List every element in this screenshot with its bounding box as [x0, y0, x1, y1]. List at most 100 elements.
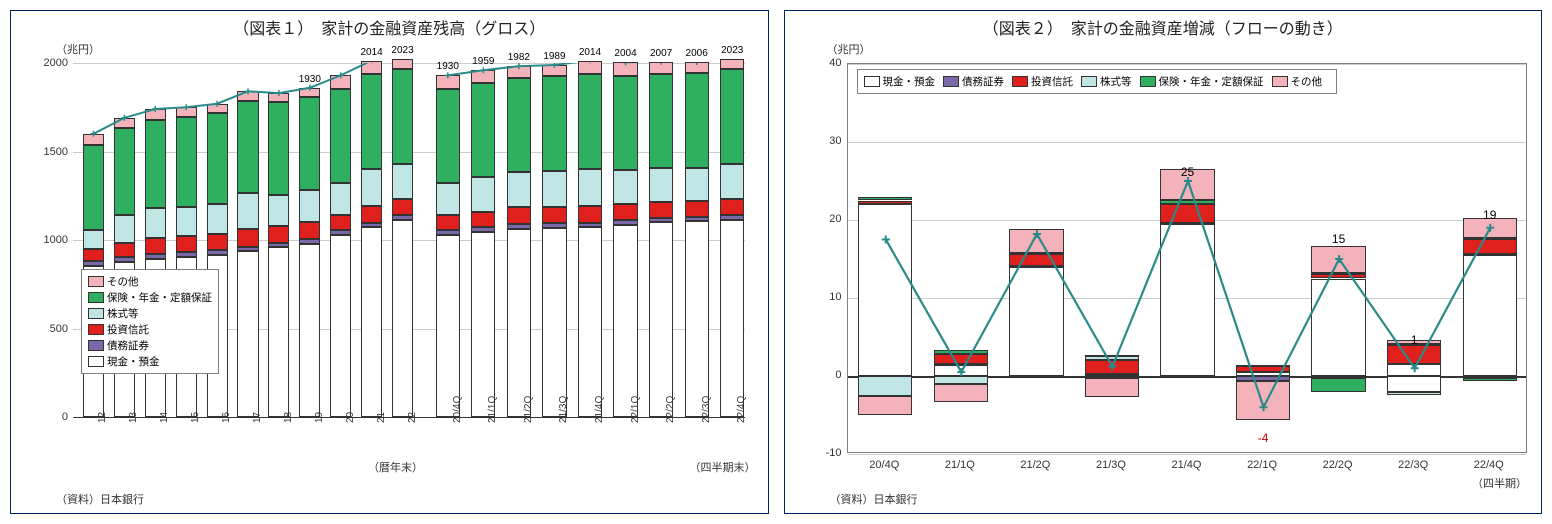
chart2-xtick: 22/1Q	[1247, 459, 1277, 471]
chart1-bar-seg-cash	[649, 222, 673, 417]
chart2-data-label: 19	[1483, 208, 1496, 222]
chart2-legend-item: 現金・預金	[864, 74, 936, 89]
chart1-xtick: 22/4Q	[736, 396, 747, 423]
chart1-bar	[361, 61, 382, 417]
chart1-bar	[542, 65, 566, 417]
chart1-bar	[330, 75, 351, 417]
legend-label: 債務証券	[962, 74, 1004, 89]
chart2-source: （資料）日本銀行	[830, 491, 918, 507]
chart2-bar-seg-insurance	[1463, 378, 1517, 382]
chart2-bar-seg-trust	[1387, 345, 1441, 365]
chart1-bar-seg-stock	[542, 171, 566, 207]
chart1-bar-seg-trust	[83, 249, 104, 261]
chart2-legend-item: 株式等	[1081, 74, 1132, 89]
chart2-bar-seg-cash	[1463, 255, 1517, 376]
chart1-bar-seg-stock	[578, 169, 602, 206]
chart1-bar-seg-cash	[330, 235, 351, 417]
chart1-container: （図表１） 家計の金融資産残高（グロス）（兆円）1930201420231930…	[10, 10, 769, 514]
chart1-bar-seg-cash	[237, 251, 258, 417]
chart1-bar-seg-stock	[361, 169, 382, 206]
chart1-bar-seg-other	[613, 62, 637, 75]
chart1-bar-seg-trust	[578, 206, 602, 223]
chart2-ytick: 30	[802, 135, 842, 147]
chart1-legend-item: 現金・預金	[88, 354, 212, 369]
chart1-bar-seg-cash	[471, 232, 495, 417]
chart1-bar-seg-insurance	[392, 69, 413, 164]
chart2-xtick: 22/4Q	[1474, 459, 1504, 471]
chart1-bar-seg-cash	[685, 221, 709, 417]
legend-swatch	[864, 76, 880, 87]
chart1-bar-seg-trust	[542, 207, 566, 223]
chart2-bar-seg-debt	[1463, 254, 1517, 256]
chart1-total-label: 1930	[437, 61, 459, 72]
chart2-container: （図表２） 家計の金融資産増減（フローの動き）（兆円）25-415119-100…	[784, 10, 1543, 514]
chart1-xtick: 14	[159, 412, 170, 423]
chart1-bar-seg-insurance	[145, 120, 166, 209]
chart1-legend-item: その他	[88, 274, 212, 289]
chart1-bar-seg-trust	[720, 199, 744, 215]
chart1-bar-seg-other	[578, 61, 602, 74]
chart2-ytick: 10	[802, 291, 842, 303]
chart2-bar-seg-other	[1085, 378, 1139, 398]
chart2-gridline	[848, 454, 1526, 455]
chart1-bar-seg-cash	[392, 220, 413, 417]
chart1-xtick: 21/1Q	[487, 396, 498, 423]
chart2-bar-seg-cash	[1387, 364, 1441, 376]
chart2-bar-seg-debt	[1160, 223, 1214, 225]
chart1-total-label: 1982	[508, 52, 530, 63]
chart1-bar	[649, 62, 673, 417]
chart1-bar-seg-trust	[114, 243, 135, 257]
chart1-bar-seg-other	[471, 70, 495, 83]
chart1-bar-seg-other	[361, 61, 382, 74]
chart1-bar	[299, 88, 320, 417]
chart2-xlabel-right: （四半期）	[1472, 475, 1527, 491]
legend-label: 現金・預金	[883, 74, 936, 89]
chart1-bar-seg-stock	[299, 190, 320, 222]
chart1-bar-seg-cash	[613, 225, 637, 417]
chart2-bar-seg-insurance	[1160, 200, 1214, 204]
chart1-bar-seg-insurance	[207, 113, 228, 204]
chart1-bar-seg-insurance	[471, 83, 495, 177]
legend-swatch	[1140, 76, 1156, 87]
legend-swatch	[88, 356, 104, 367]
chart1-xtick: 19	[314, 412, 325, 423]
chart1-total-label: 2023	[721, 45, 743, 56]
legend-swatch	[88, 340, 104, 351]
chart2-bar-seg-stock	[934, 376, 988, 384]
legend-swatch	[1272, 76, 1288, 87]
chart1-bar-seg-other	[436, 75, 460, 88]
chart2-bar-seg-insurance	[1236, 365, 1290, 367]
chart1-legend: その他保険・年金・定額保証株式等投資信託債務証券現金・預金	[81, 269, 219, 374]
chart1-bar-seg-insurance	[299, 97, 320, 190]
chart2-bar-seg-trust	[1009, 254, 1063, 266]
chart1-bar-seg-trust	[207, 234, 228, 250]
chart1-bar-seg-other	[299, 88, 320, 97]
chart1-xtick: 20	[345, 412, 356, 423]
chart2-bar-seg-stock	[1009, 376, 1063, 378]
chart1-bar-seg-stock	[83, 230, 104, 249]
chart2-bar-seg-insurance	[1085, 355, 1139, 357]
chart1-total-label: 2014	[361, 47, 383, 58]
chart2-plot: 25-415119	[847, 63, 1527, 453]
chart1-bar-seg-insurance	[507, 78, 531, 172]
chart2-xtick: 21/1Q	[945, 459, 975, 471]
chart1-bar-seg-trust	[685, 201, 709, 216]
chart1-xtick: 22	[407, 412, 418, 423]
chart1-bar-seg-insurance	[237, 101, 258, 193]
chart2-ytick: 40	[802, 57, 842, 69]
chart1-bar-seg-other	[507, 66, 531, 78]
chart1-total-label: 2004	[614, 48, 636, 59]
chart2-title: （図表２） 家計の金融資産増減（フローの動き）	[785, 11, 1542, 41]
chart1-total-label: 1959	[472, 56, 494, 67]
chart1-bar-seg-trust	[176, 236, 197, 252]
chart2-bar-seg-cash	[1387, 376, 1441, 392]
chart2-bar-seg-stock	[1160, 376, 1214, 378]
chart2-legend-item: 保険・年金・定額保証	[1140, 74, 1264, 89]
chart1-bar-seg-other	[207, 104, 228, 114]
chart1-bar-seg-insurance	[578, 74, 602, 169]
chart1-xtick: 17	[252, 412, 263, 423]
chart1-bar	[471, 70, 495, 417]
chart2-ytick: 20	[802, 213, 842, 225]
chart1-bar-seg-insurance	[720, 69, 744, 164]
chart1-bar-seg-stock	[330, 183, 351, 216]
